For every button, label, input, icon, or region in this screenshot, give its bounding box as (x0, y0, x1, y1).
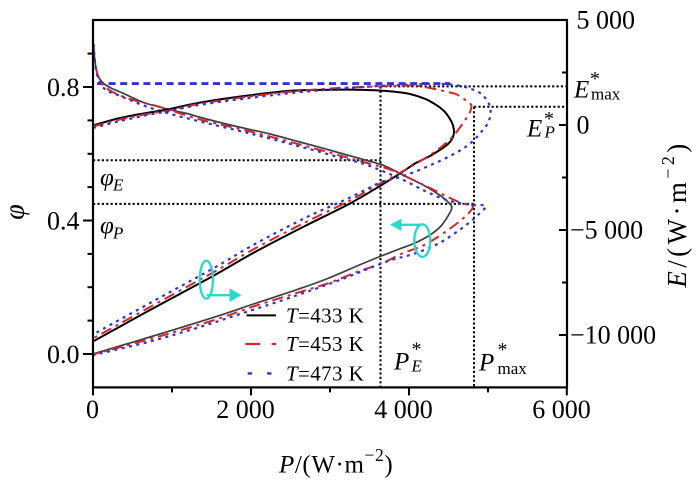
svg-text:*: * (590, 68, 600, 90)
svg-text:P: P (393, 349, 409, 376)
svg-text:0: 0 (577, 110, 590, 139)
svg-text:5 000: 5 000 (577, 5, 636, 34)
svg-text:max: max (498, 359, 528, 378)
svg-text:φ: φ (0, 204, 31, 220)
svg-text:*: * (544, 108, 554, 130)
svg-text:4 000: 4 000 (374, 395, 433, 424)
svg-text:P: P (112, 224, 123, 243)
svg-text:P: P (544, 123, 555, 142)
svg-text:P: P (478, 350, 494, 377)
svg-text:=433 K: =433 K (298, 303, 364, 327)
svg-text:E: E (573, 77, 589, 104)
svg-text:−10 000: −10 000 (570, 320, 656, 349)
svg-text:φ: φ (100, 213, 114, 240)
svg-text:φ: φ (100, 165, 114, 192)
svg-text:E: E (526, 116, 542, 143)
svg-text:0: 0 (86, 395, 99, 424)
svg-text:*: * (498, 339, 508, 361)
svg-text:2 000: 2 000 (216, 395, 275, 424)
svg-text:−5 000: −5 000 (570, 215, 643, 244)
svg-text:0.4: 0.4 (47, 206, 80, 235)
svg-text:T: T (286, 303, 299, 327)
svg-text:E: E (411, 357, 423, 376)
svg-text:=453 K: =453 K (298, 332, 364, 356)
svg-text:*: * (412, 339, 422, 361)
svg-text:T: T (286, 361, 299, 385)
svg-text:6 000: 6 000 (532, 395, 591, 424)
svg-text:0.8: 0.8 (47, 73, 80, 102)
svg-text:0.0: 0.0 (47, 340, 80, 369)
svg-text:E: E (112, 176, 124, 195)
svg-text:max: max (591, 85, 621, 104)
svg-text:T: T (286, 332, 299, 356)
svg-text:=473 K: =473 K (298, 361, 364, 385)
